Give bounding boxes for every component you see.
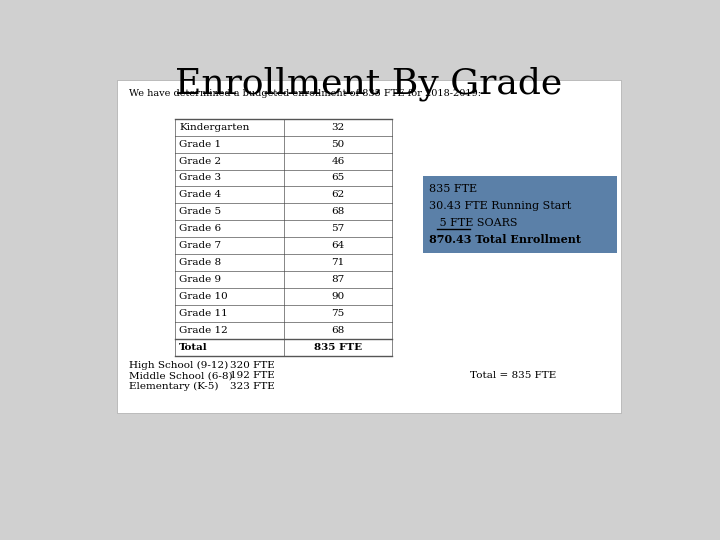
Text: 32: 32 bbox=[331, 123, 345, 132]
Text: Grade 7: Grade 7 bbox=[179, 241, 221, 250]
Text: 320 FTE: 320 FTE bbox=[230, 361, 274, 369]
Text: 870.43 Total Enrollment: 870.43 Total Enrollment bbox=[429, 234, 582, 245]
Text: 68: 68 bbox=[331, 207, 345, 217]
Bar bbox=[175, 322, 392, 339]
Bar bbox=[175, 119, 392, 136]
Text: Grade 11: Grade 11 bbox=[179, 309, 228, 318]
Text: 90: 90 bbox=[331, 292, 345, 301]
Text: Enrollment By Grade: Enrollment By Grade bbox=[176, 67, 562, 102]
Text: Grade 5: Grade 5 bbox=[179, 207, 221, 217]
Text: Middle School (6-8): Middle School (6-8) bbox=[129, 372, 233, 380]
Text: Grade 2: Grade 2 bbox=[179, 157, 221, 166]
Bar bbox=[175, 271, 392, 288]
Text: 835 FTE: 835 FTE bbox=[314, 343, 362, 352]
FancyBboxPatch shape bbox=[117, 80, 621, 413]
Text: Grade 1: Grade 1 bbox=[179, 140, 221, 149]
Text: Grade 12: Grade 12 bbox=[179, 326, 228, 335]
Text: Grade 3: Grade 3 bbox=[179, 173, 221, 183]
Bar bbox=[175, 305, 392, 322]
Text: High School (9-12): High School (9-12) bbox=[129, 361, 228, 370]
Text: 62: 62 bbox=[331, 191, 345, 199]
Text: 87: 87 bbox=[331, 275, 345, 284]
Text: Elementary (K-5): Elementary (K-5) bbox=[129, 382, 218, 391]
Text: 64: 64 bbox=[331, 241, 345, 250]
Bar bbox=[175, 136, 392, 153]
Text: 50: 50 bbox=[331, 140, 345, 149]
Text: 68: 68 bbox=[331, 326, 345, 335]
Text: Grade 4: Grade 4 bbox=[179, 191, 221, 199]
Bar bbox=[175, 153, 392, 170]
Bar bbox=[175, 339, 392, 356]
Text: 71: 71 bbox=[331, 258, 345, 267]
Text: Total: Total bbox=[179, 343, 208, 352]
Bar bbox=[175, 220, 392, 237]
Text: Kindergarten: Kindergarten bbox=[179, 123, 250, 132]
Text: 5 FTE SOARS: 5 FTE SOARS bbox=[429, 218, 518, 228]
Text: Grade 8: Grade 8 bbox=[179, 258, 221, 267]
Text: 57: 57 bbox=[331, 224, 345, 233]
Bar bbox=[175, 186, 392, 204]
Text: Grade 9: Grade 9 bbox=[179, 275, 221, 284]
Bar bbox=[175, 170, 392, 186]
Text: We have determined a budgeted enrollment of 835 FTE for 2018-2019:: We have determined a budgeted enrollment… bbox=[129, 90, 481, 98]
Text: Grade 10: Grade 10 bbox=[179, 292, 228, 301]
Bar bbox=[175, 288, 392, 305]
Text: 30.43 FTE Running Start: 30.43 FTE Running Start bbox=[429, 201, 572, 211]
Text: 323 FTE: 323 FTE bbox=[230, 382, 274, 391]
Bar bbox=[175, 204, 392, 220]
Text: Total = 835 FTE: Total = 835 FTE bbox=[469, 372, 556, 380]
Bar bbox=[175, 237, 392, 254]
Text: Grade 6: Grade 6 bbox=[179, 224, 221, 233]
Bar bbox=[175, 254, 392, 271]
Text: 75: 75 bbox=[331, 309, 345, 318]
Text: 46: 46 bbox=[331, 157, 345, 166]
FancyBboxPatch shape bbox=[423, 177, 617, 253]
Text: 65: 65 bbox=[331, 173, 345, 183]
Text: 835 FTE: 835 FTE bbox=[429, 184, 477, 194]
Text: 192 FTE: 192 FTE bbox=[230, 372, 274, 380]
